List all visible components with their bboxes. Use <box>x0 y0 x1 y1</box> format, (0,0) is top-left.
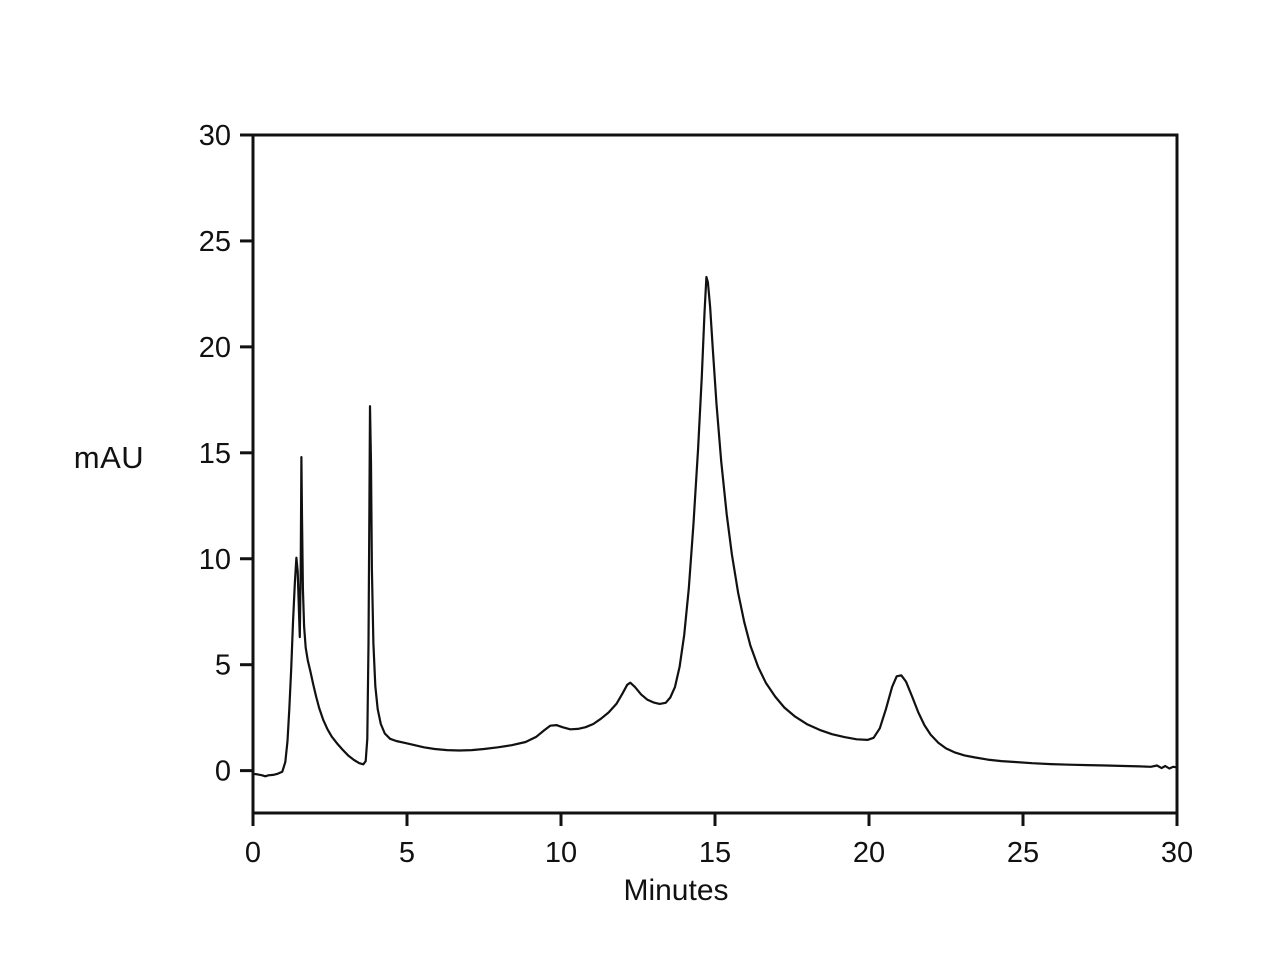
x-tick-label: 15 <box>699 837 731 869</box>
y-tick-label: 5 <box>215 650 231 682</box>
x-tick-label: 20 <box>853 837 885 869</box>
y-tick-label: 10 <box>199 544 231 576</box>
chromatogram-trace <box>251 275 1179 778</box>
y-axis-label: mAU <box>73 440 145 475</box>
y-tick-label: 30 <box>199 120 231 152</box>
x-tick-label: 0 <box>245 837 261 869</box>
x-tick-label: 10 <box>545 837 577 869</box>
x-axis-label: Minutes <box>623 874 729 907</box>
x-tick-label: 25 <box>1007 837 1039 869</box>
trace-line <box>251 275 1179 778</box>
y-tick-label: 25 <box>199 226 231 258</box>
y-tick-label: 15 <box>199 438 231 470</box>
axis-ticks <box>240 133 1179 826</box>
x-tick-label: 5 <box>399 837 415 869</box>
plot-border <box>251 133 1179 815</box>
plot-frame <box>251 133 1179 815</box>
x-tick-label: 30 <box>1161 837 1193 869</box>
y-tick-label: 20 <box>199 332 231 364</box>
y-tick-label: 0 <box>215 756 231 788</box>
axis-tick-labels: 0 5 10 15 20 25 30 0 5 10 15 20 25 30 <box>199 120 1193 869</box>
